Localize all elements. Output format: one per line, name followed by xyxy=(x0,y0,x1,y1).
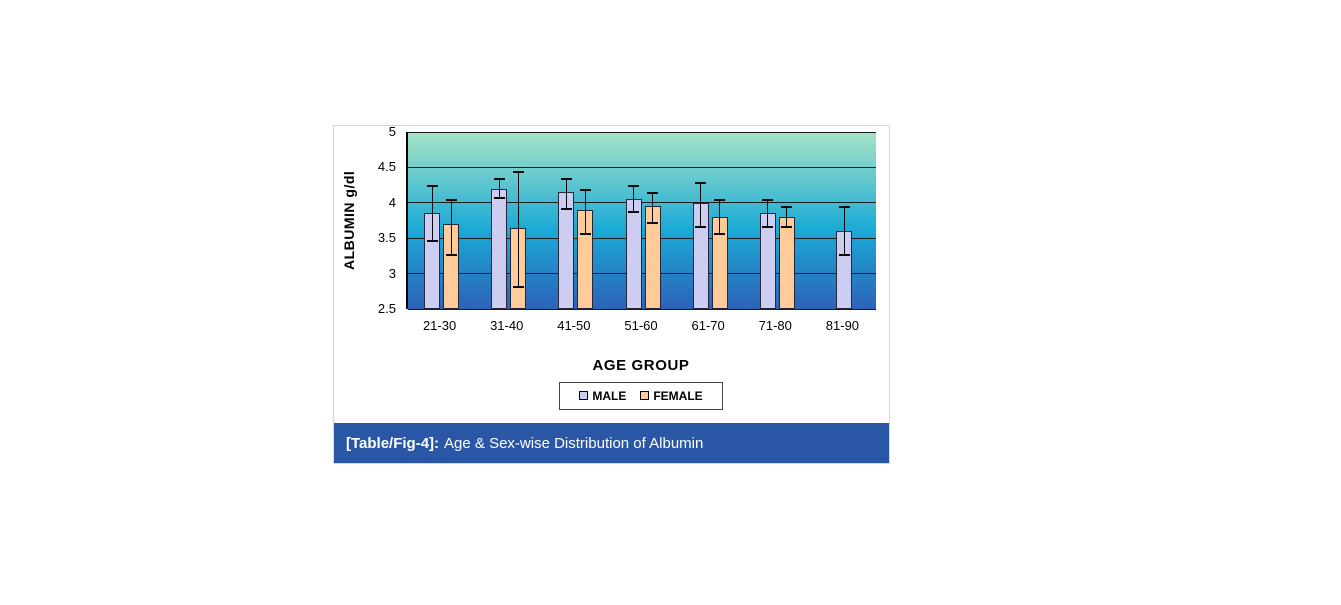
error-bar-cap xyxy=(781,225,793,228)
y-tick-label: 4 xyxy=(388,194,396,210)
gridline xyxy=(408,131,876,133)
error-bar-stem xyxy=(633,185,634,214)
error-bar xyxy=(647,192,658,225)
error-bar xyxy=(560,178,572,210)
error-bar-cap xyxy=(695,225,707,228)
error-bar-stem xyxy=(652,192,653,225)
x-axis-title: AGE GROUP xyxy=(592,357,690,374)
error-bar xyxy=(838,206,850,256)
error-bar-cap xyxy=(560,207,572,210)
error-bar-stem xyxy=(767,199,769,228)
error-bar xyxy=(695,181,707,228)
y-tick-label: 4.5 xyxy=(377,159,396,175)
gridline xyxy=(408,237,876,239)
error-bar xyxy=(493,178,505,200)
x-tick-label: 61-70 xyxy=(691,318,725,333)
error-bar xyxy=(714,199,726,235)
x-tick-label: 41-50 xyxy=(557,318,591,333)
error-bar-stem xyxy=(450,199,452,256)
legend-wrap: MALE FEMALE xyxy=(406,382,876,410)
x-tick-label: 81-90 xyxy=(825,318,860,333)
error-bar-stem xyxy=(719,199,721,235)
error-bar-cap xyxy=(445,253,457,256)
error-bar xyxy=(445,199,457,256)
gridline xyxy=(408,166,876,168)
error-bar-stem xyxy=(431,185,433,242)
caption-label: [Table/Fig-4]: xyxy=(346,434,440,452)
legend-label: FEMALE xyxy=(653,388,703,403)
y-tick-label: 3.5 xyxy=(377,230,396,246)
error-bar xyxy=(579,188,591,235)
error-bar-stem xyxy=(843,206,845,256)
error-bar-cap xyxy=(838,253,850,256)
error-bar-cap xyxy=(493,197,505,200)
y-tick-label: 2.5 xyxy=(377,301,396,316)
legend-swatch xyxy=(579,391,589,400)
error-bar-cap xyxy=(512,285,524,288)
error-bar-cap xyxy=(714,232,726,235)
error-bar xyxy=(426,185,438,242)
error-bar-stem xyxy=(565,178,567,210)
error-bar-stem xyxy=(584,188,586,235)
gridline xyxy=(408,273,876,275)
error-bar-cap xyxy=(579,232,591,235)
error-bar xyxy=(781,206,793,228)
error-bar-stem xyxy=(700,181,702,228)
error-bar-stem xyxy=(517,170,519,288)
figure-caption: [Table/Fig-4]: Age & Sex-wise Distributio… xyxy=(334,423,889,463)
legend: MALE FEMALE xyxy=(559,382,723,410)
y-tick-label: 3 xyxy=(388,265,396,281)
bar xyxy=(625,199,642,309)
gridline xyxy=(408,308,876,310)
bar xyxy=(759,213,776,309)
legend-item: MALE xyxy=(579,389,626,403)
legend-label: MALE xyxy=(592,388,627,403)
error-bar-cap xyxy=(647,222,658,225)
x-tick-label: 51-60 xyxy=(624,318,658,333)
x-tick-label: 21-30 xyxy=(422,318,457,333)
x-tick-labels: 21-30 31-40 41-50 51-60 61-70 71-80 81-90 xyxy=(406,318,876,333)
gridline xyxy=(408,202,876,204)
error-bar-cap xyxy=(426,239,438,242)
legend-item: FEMALE xyxy=(640,388,703,403)
error-bar-cap xyxy=(628,211,639,214)
error-bar xyxy=(628,185,639,214)
error-bar-cap xyxy=(762,225,774,228)
error-bar xyxy=(512,170,524,288)
x-tick-label: 31-40 xyxy=(490,318,524,333)
error-bar xyxy=(762,199,774,228)
bar xyxy=(778,216,795,309)
y-tick-label: 5 xyxy=(388,124,396,139)
caption-text: Age & Sex-wise Distribution of Albumin xyxy=(444,434,704,452)
error-bar-stem xyxy=(786,206,788,228)
x-tick-label: 71-80 xyxy=(758,318,792,333)
legend-swatch xyxy=(640,391,650,400)
chart: ALBUMIN g/dl 5 4.5 4 3.5 3 2.5 21-30 31-40 41-5… xyxy=(334,124,889,423)
error-bar-stem xyxy=(498,178,500,200)
plot-area xyxy=(406,131,876,310)
figure-panel: ALBUMIN g/dl 5 4.5 4 3.5 3 2.5 21-30 31-40 41-5… xyxy=(333,124,890,464)
y-axis-ticks: 5 4.5 4 3.5 3 2.5 xyxy=(334,124,400,316)
bar xyxy=(491,188,508,309)
